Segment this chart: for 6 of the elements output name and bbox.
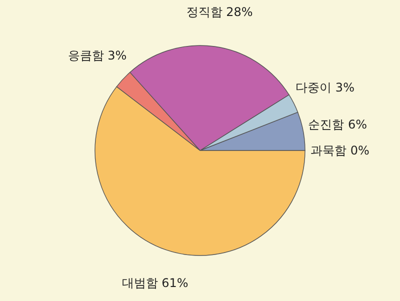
slice-label: 대범함 61% [122, 276, 188, 290]
slice-label: 정직함 28% [186, 4, 253, 19]
slice-label: 순진함 6% [308, 118, 367, 132]
slice-label: 응큼함 3% [68, 48, 127, 62]
category-label: 과묵함 0% [310, 144, 370, 158]
slice-label: 다중이 3% [296, 80, 354, 95]
